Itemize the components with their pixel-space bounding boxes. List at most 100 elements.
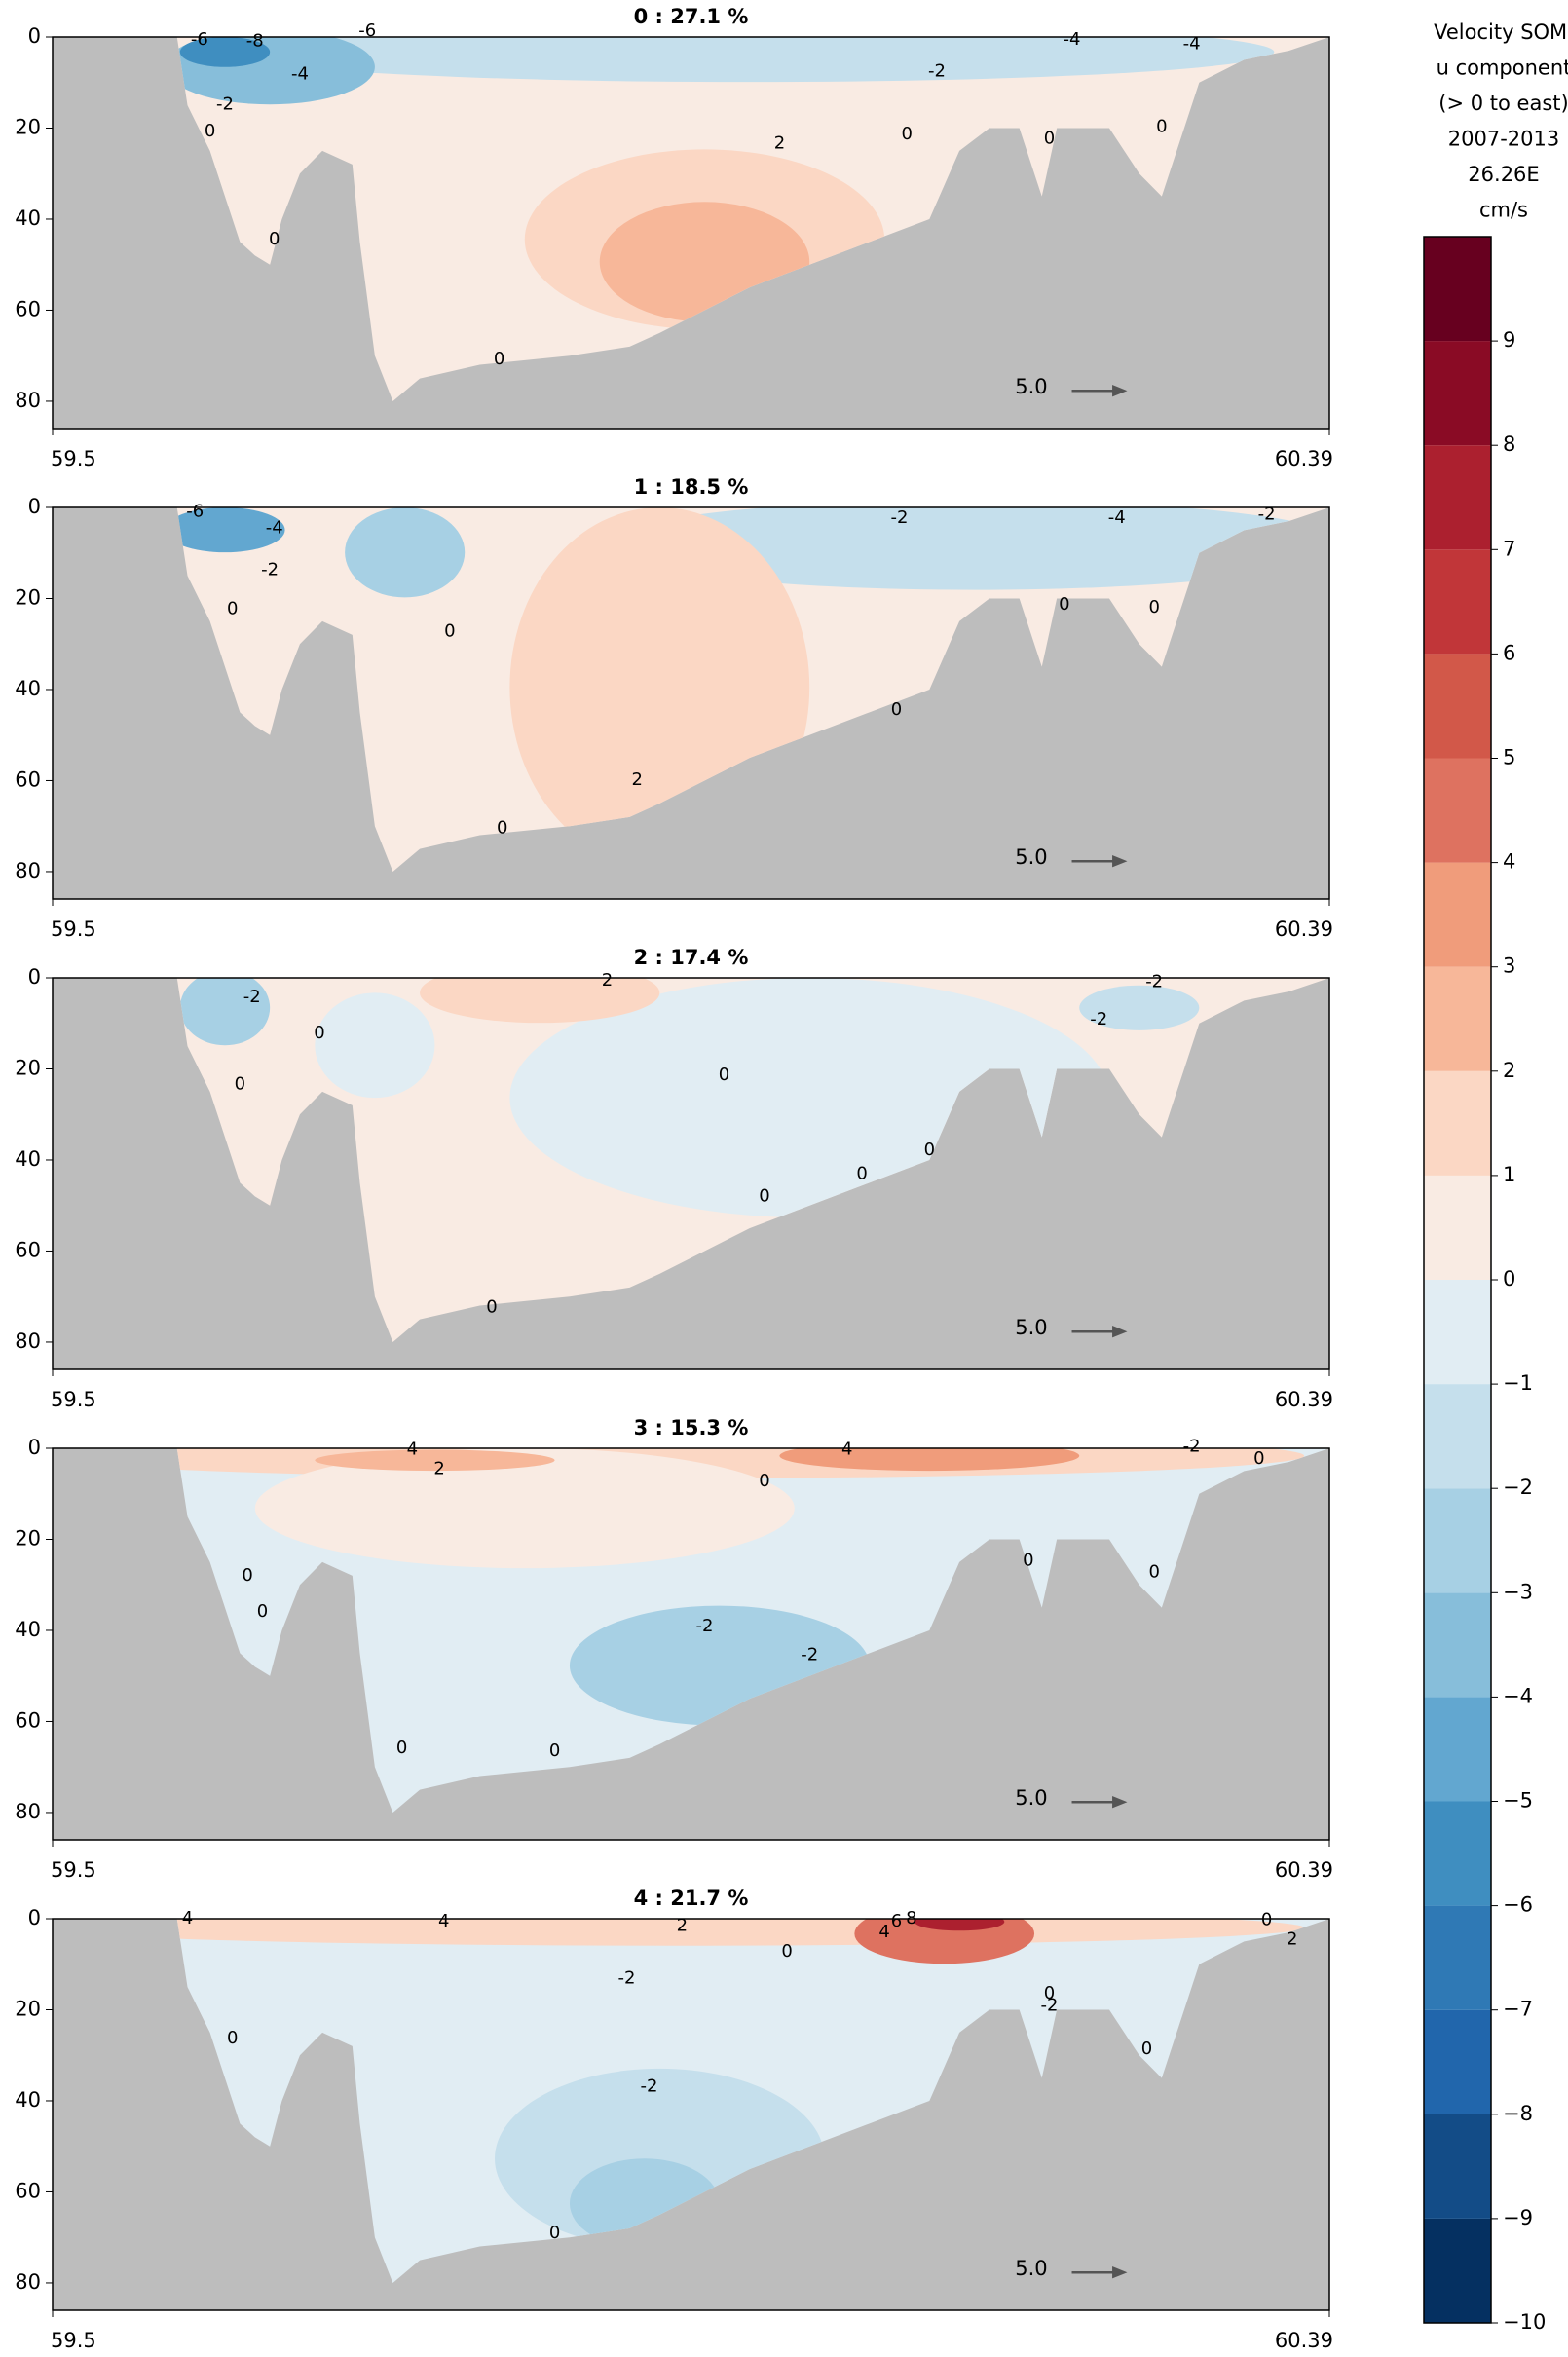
colorbar-bin bbox=[1424, 445, 1491, 550]
x-tick-label: 59.5 bbox=[51, 1388, 96, 1411]
colorbar-tick-label: −3 bbox=[1503, 1580, 1533, 1603]
y-tick-label: 80 bbox=[15, 389, 41, 412]
contour-label: -6 bbox=[358, 20, 376, 41]
x-tick-label: 59.5 bbox=[51, 447, 96, 470]
reference-arrowhead bbox=[1112, 1796, 1128, 1809]
field-patch bbox=[1079, 985, 1200, 1030]
panel-title: 1 : 18.5 % bbox=[634, 475, 749, 499]
colorbar-title: u component bbox=[1437, 56, 1568, 80]
frame bbox=[52, 977, 1330, 1370]
colorbar-bin bbox=[1424, 2009, 1491, 2114]
colorbar-tick-label: −10 bbox=[1503, 2310, 1546, 2334]
field-patch bbox=[779, 1448, 1080, 1472]
colorbar-tick-label: 1 bbox=[1503, 1163, 1515, 1186]
frame bbox=[52, 1447, 1330, 1841]
x-tick-label: 60.39 bbox=[1275, 447, 1333, 470]
y-tick-label: 60 bbox=[15, 767, 41, 791]
colorbar-bin bbox=[1424, 862, 1491, 967]
contour-label: 4 bbox=[438, 1911, 449, 1931]
colorbar-tick-label: −4 bbox=[1503, 1684, 1533, 1707]
contour-label: 2 bbox=[677, 1916, 688, 1936]
y-tick-label: 40 bbox=[15, 206, 41, 230]
contour-label: 0 bbox=[759, 1186, 769, 1207]
contour-label: -2 bbox=[243, 987, 261, 1007]
contour-label: -2 bbox=[928, 60, 946, 81]
field-patch bbox=[179, 37, 271, 67]
y-tick-label: 0 bbox=[28, 1436, 41, 1459]
reference-vector-label: 5.0 bbox=[1015, 1786, 1047, 1810]
reference-arrowhead bbox=[1112, 2266, 1128, 2279]
contour-label: 0 bbox=[1141, 2039, 1152, 2059]
contour-label: -4 bbox=[1108, 507, 1126, 528]
contour-label: 0 bbox=[257, 1601, 268, 1622]
colorbar-bin bbox=[1424, 237, 1491, 342]
contour-label: -4 bbox=[266, 518, 283, 539]
contour-label: 0 bbox=[497, 817, 507, 838]
reference-vector-label: 5.0 bbox=[1015, 845, 1047, 869]
colorbar-title: 26.26E bbox=[1468, 163, 1539, 186]
colorbar-tick-label: 2 bbox=[1503, 1059, 1515, 1082]
field-patch bbox=[224, 37, 1275, 83]
contour-label: 6 bbox=[891, 1911, 902, 1931]
contour-label: 2 bbox=[433, 1459, 444, 1479]
field-patch bbox=[179, 978, 271, 1046]
contour-label: 0 bbox=[759, 1471, 769, 1491]
contour-label: 0 bbox=[1023, 1550, 1033, 1570]
colorbar-bin bbox=[1424, 549, 1491, 655]
colorbar-title: Velocity SOM, bbox=[1434, 20, 1568, 44]
y-tick-label: 60 bbox=[15, 1238, 41, 1261]
panel-title: 3 : 15.3 % bbox=[634, 1416, 749, 1440]
contour-label: 0 bbox=[1253, 1448, 1264, 1469]
field-patch bbox=[420, 978, 660, 1024]
colorbar-bin bbox=[1424, 654, 1491, 759]
colorbar-bin bbox=[1424, 1697, 1491, 1802]
contour-label: 0 bbox=[235, 1073, 245, 1094]
contour-label: 2 bbox=[631, 769, 642, 790]
y-tick-label: 40 bbox=[15, 1147, 41, 1171]
contour-label: 0 bbox=[856, 1164, 867, 1184]
y-tick-label: 80 bbox=[15, 1800, 41, 1823]
x-tick-label: 59.5 bbox=[51, 1858, 96, 1882]
panel-title: 2 : 17.4 % bbox=[634, 946, 749, 969]
field-patch bbox=[914, 1919, 1005, 1931]
contour-label: 0 bbox=[444, 621, 455, 642]
y-tick-label: 0 bbox=[28, 965, 41, 989]
contour-label: -2 bbox=[641, 2076, 658, 2096]
colorbar-tick-label: 5 bbox=[1503, 746, 1515, 769]
field-patch bbox=[345, 507, 466, 598]
colorbar-tick-label: −7 bbox=[1503, 1998, 1533, 2021]
y-tick-label: 0 bbox=[28, 1906, 41, 1929]
contour-label: 0 bbox=[269, 229, 280, 249]
x-tick-label: 60.39 bbox=[1275, 1858, 1333, 1882]
contour-label: 0 bbox=[242, 1565, 252, 1586]
contour-label: 0 bbox=[486, 1297, 497, 1318]
contour-label: -2 bbox=[1183, 1436, 1201, 1456]
frame bbox=[52, 36, 1330, 430]
contour-label: 0 bbox=[227, 599, 238, 619]
x-tick-label: 60.39 bbox=[1275, 2329, 1333, 2352]
contour-label: -6 bbox=[191, 29, 208, 50]
colorbar-bin bbox=[1424, 966, 1491, 1071]
contour-label: 0 bbox=[1156, 116, 1167, 136]
colorbar-bin bbox=[1424, 758, 1491, 863]
reference-vector-label: 5.0 bbox=[1015, 1316, 1047, 1339]
contour-label: -2 bbox=[801, 1644, 818, 1665]
colorbar-tick-label: 4 bbox=[1503, 850, 1515, 874]
contour-label: 0 bbox=[1261, 1910, 1272, 1930]
field-patch bbox=[315, 1449, 555, 1472]
field-patch bbox=[254, 1448, 795, 1569]
colorbar-bin bbox=[1424, 1280, 1491, 1385]
contour-label: 4 bbox=[878, 1922, 889, 1942]
y-tick-label: 20 bbox=[15, 1056, 41, 1079]
contour-label: 8 bbox=[906, 1908, 916, 1928]
y-tick-label: 60 bbox=[15, 2179, 41, 2202]
contour-label: 2 bbox=[1287, 1929, 1297, 1950]
colorbar-bin bbox=[1424, 2114, 1491, 2219]
y-tick-label: 80 bbox=[15, 2270, 41, 2294]
colorbar-bin bbox=[1424, 1384, 1491, 1489]
contour-label: 0 bbox=[205, 121, 215, 141]
y-tick-label: 40 bbox=[15, 1618, 41, 1641]
colorbar-bin bbox=[1424, 1592, 1491, 1698]
contour-label: 0 bbox=[924, 1140, 935, 1160]
